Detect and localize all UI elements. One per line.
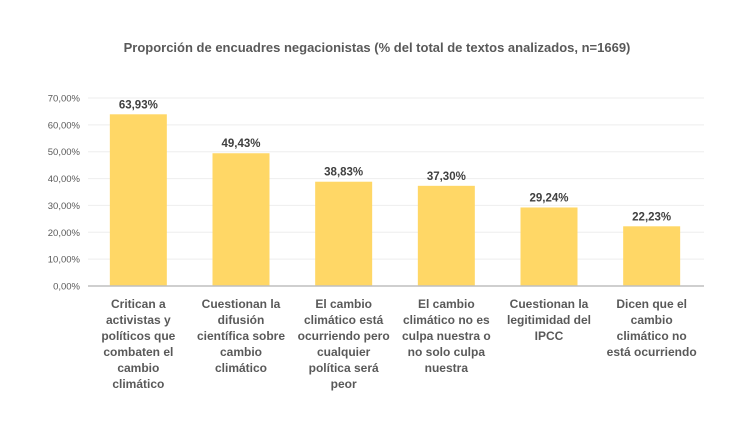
x-tick-label: Cuestionan la legitimidad del IPCC (507, 297, 591, 343)
data-label: 38,83% (324, 167, 363, 179)
x-tick-label-line: culpa nuestra o (402, 329, 491, 343)
x-tick-label-line: cualquier (317, 345, 371, 359)
x-tick-label: El cambio climático está ocurriendo pero cu… (298, 297, 390, 391)
data-labels: 63,93% 49,43% 38,83% 37,30% 29,24% 22,23% (119, 99, 671, 223)
x-tick-label-line: legitimidad del (507, 313, 591, 327)
bar (109, 114, 167, 287)
x-tick-label: Cuestionan la difusión científica sobre cam… (197, 297, 285, 375)
x-tick-label-line: difusión (218, 313, 265, 327)
y-tick-label: 0,00% (53, 282, 80, 293)
x-tick-label-line: IPCC (535, 329, 564, 343)
x-tick-label-line: El cambio (315, 297, 372, 311)
x-tick-label-line: científica sobre (197, 329, 285, 343)
x-tick-label-line: políticos que (101, 329, 175, 343)
bar (212, 153, 270, 286)
x-tick-label-line: cambio (220, 345, 262, 359)
data-label: 37,30% (427, 171, 466, 183)
y-tick-label: 40,00% (48, 174, 81, 185)
y-axis-ticks: 0,00% 10,00% 20,00% 30,00% 40,00% 50,00% 60,00… (48, 94, 81, 293)
x-tick-label-line: climático no (617, 329, 687, 343)
x-tick-label-line: no solo culpa (408, 345, 486, 359)
x-tick-label-line: climático (112, 377, 164, 391)
x-axis-labels: Critican a activistas y políticos que comba… (101, 297, 696, 391)
bar (623, 226, 681, 286)
bars (109, 114, 681, 287)
gridlines (88, 97, 704, 260)
x-tick-label-line: cambio (631, 313, 673, 327)
x-tick-label-line: está ocurriendo (607, 345, 697, 359)
x-tick-label-line: nuestra (425, 361, 469, 375)
x-tick-label: El cambio climático no es culpa nuestra o n… (402, 297, 491, 375)
y-tick-label: 70,00% (48, 94, 81, 105)
bar (417, 185, 475, 286)
x-tick-label: Dicen que el cambio climático no está ocurr… (607, 297, 697, 359)
y-tick-label: 60,00% (48, 120, 81, 131)
x-tick-label-line: Cuestionan la (202, 297, 281, 311)
x-tick-label-line: política será (309, 361, 379, 375)
x-tick-label-line: cambio (117, 361, 159, 375)
data-label: 63,93% (119, 99, 158, 111)
y-tick-label: 30,00% (48, 201, 81, 212)
y-tick-label: 20,00% (48, 228, 81, 239)
chart-title: Proporción de encuadres negacionistas (%… (124, 40, 631, 55)
x-tick-label-line: Critican a (111, 297, 166, 311)
bar (520, 207, 578, 286)
x-tick-label-line: peor (331, 377, 357, 391)
x-tick-label-line: Dicen que el (616, 297, 687, 311)
x-tick-label-line: climático está (304, 313, 384, 327)
x-tick-label-line: El cambio (418, 297, 475, 311)
x-tick-label-line: activistas y (106, 313, 171, 327)
bar (315, 181, 373, 286)
data-label: 22,23% (632, 211, 671, 223)
x-tick-label: Critican a activistas y políticos que comba… (101, 297, 175, 391)
data-label: 49,43% (221, 138, 260, 150)
x-tick-label-line: combaten el (103, 345, 173, 359)
x-tick-label-line: climático no es (403, 313, 490, 327)
x-tick-label-line: ocurriendo pero (298, 329, 390, 343)
y-tick-label: 50,00% (48, 147, 81, 158)
y-tick-label: 10,00% (48, 255, 81, 266)
x-tick-label-line: climático (215, 361, 267, 375)
x-tick-label-line: Cuestionan la (510, 297, 589, 311)
data-label: 29,24% (529, 192, 568, 204)
